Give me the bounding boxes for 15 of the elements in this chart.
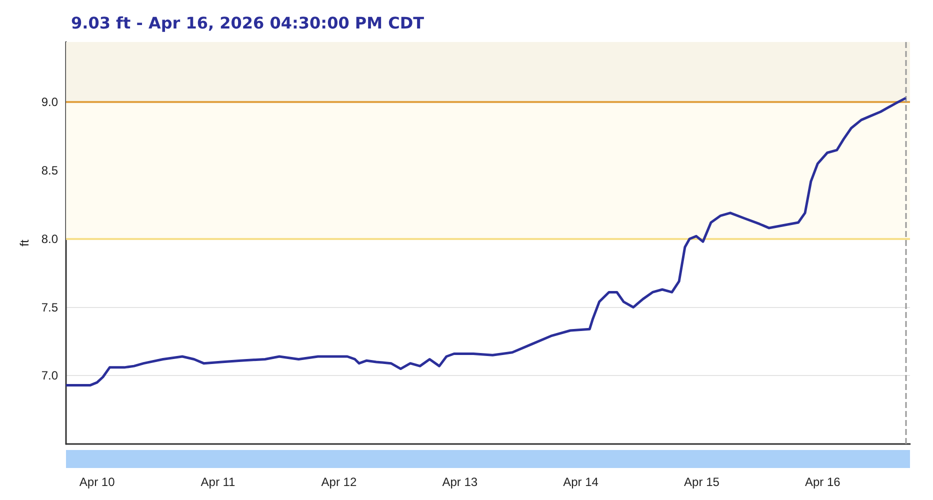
x-tick-label: Apr 12 bbox=[321, 475, 357, 489]
line-series bbox=[64, 96, 908, 386]
x-tick-label: Apr 13 bbox=[442, 475, 478, 489]
x-tick-label: Apr 16 bbox=[804, 475, 841, 489]
x-tick-label: Apr 10 bbox=[79, 475, 116, 489]
y-tick-label: 8.0 bbox=[41, 232, 58, 246]
y-tick-label: 7.5 bbox=[41, 300, 58, 314]
x-tick-label: Apr 15 bbox=[684, 475, 720, 489]
chart-title: 9.03 ft - Apr 16, 2026 04:30:00 PM CDT bbox=[71, 14, 424, 32]
y-axis-title: ft bbox=[17, 239, 32, 246]
x-tick-label: Apr 11 bbox=[200, 475, 236, 489]
y-tick-label: 8.5 bbox=[41, 164, 58, 178]
x-tick-label: Apr 14 bbox=[563, 475, 599, 489]
y-tick-label: 9.0 bbox=[41, 95, 58, 110]
y-tick-label: 7.0 bbox=[41, 368, 58, 383]
